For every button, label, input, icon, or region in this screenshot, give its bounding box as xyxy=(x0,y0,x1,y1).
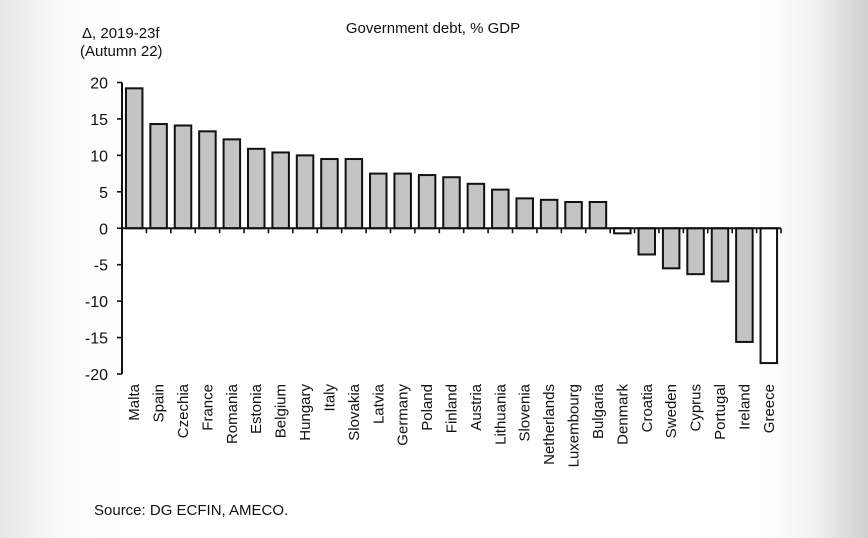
y-axis-label-line-1: Δ, 2019-23f xyxy=(82,25,160,42)
y-tick-label: 20 xyxy=(90,76,108,93)
x-tick-label: Ireland xyxy=(736,384,753,430)
y-axis-ticks: 20 15 10 5 0 -5 -10 -15 -20 xyxy=(85,76,122,384)
y-tick-label: -20 xyxy=(85,367,108,384)
x-tick-label: Greece xyxy=(761,384,778,433)
x-tick-label: Hungary xyxy=(297,384,314,441)
bar-portugal xyxy=(710,227,730,283)
x-tick-label: Austria xyxy=(468,383,485,430)
bar-slovakia xyxy=(344,158,364,230)
x-tick-label: Slovakia xyxy=(346,383,363,440)
y-axis-label-line-2: (Autumn 22) xyxy=(80,43,163,60)
y-tick-label: -10 xyxy=(85,294,108,311)
bar-finland xyxy=(442,176,461,230)
x-tick-label: Belgium xyxy=(273,384,290,438)
bar-lithuania xyxy=(491,188,510,230)
x-tick-label: Malta xyxy=(126,383,143,420)
bar-germany xyxy=(393,172,412,230)
x-tick-label: Estonia xyxy=(248,383,265,434)
x-tick-label: Croatia xyxy=(639,383,656,432)
y-tick-label: 15 xyxy=(90,112,108,129)
bar-croatia xyxy=(637,227,657,256)
y-tick-label: 5 xyxy=(99,185,108,202)
x-tick-label: Germany xyxy=(395,384,412,446)
x-tick-label: Cyprus xyxy=(688,384,705,432)
x-tick-label: Bulgaria xyxy=(590,383,607,439)
bar-netherlands xyxy=(539,198,559,230)
x-tick-label: Lithuania xyxy=(492,383,509,445)
bar-france xyxy=(198,130,217,230)
x-tick-label: Denmark xyxy=(614,384,631,445)
bar-spain xyxy=(149,123,168,230)
x-tick-label: Poland xyxy=(419,384,436,431)
x-tick-label: Romania xyxy=(224,383,241,444)
x-tick-label: Latvia xyxy=(370,383,387,424)
bar-greece xyxy=(759,227,779,365)
x-tick-label: Spain xyxy=(151,384,168,422)
bar-slovenia xyxy=(515,197,534,230)
bar-latvia xyxy=(369,172,388,230)
x-tick-label: Italy xyxy=(321,384,338,412)
bars xyxy=(124,87,779,365)
x-tick-label: Finland xyxy=(444,384,461,433)
bar-cyprus xyxy=(686,227,705,276)
bar-belgium xyxy=(271,151,290,230)
bar-sweden xyxy=(661,227,681,270)
bar-bulgaria xyxy=(588,201,608,230)
bar-malta xyxy=(124,87,144,230)
axes xyxy=(121,82,782,374)
y-tick-label: 0 xyxy=(99,221,108,238)
y-tick-label: 10 xyxy=(90,148,108,165)
bar-luxembourg xyxy=(564,201,583,230)
y-tick-label: -5 xyxy=(94,258,108,275)
bar-estonia xyxy=(246,147,266,230)
bar-italy xyxy=(320,158,339,230)
x-tick-label: Sweden xyxy=(663,384,680,438)
source-note: Source: DG ECFIN, AMECO. xyxy=(94,502,288,519)
x-tick-label: Portugal xyxy=(712,384,729,440)
bar-czechia xyxy=(173,124,193,230)
x-tick-label: Czechia xyxy=(175,383,192,438)
bar-poland xyxy=(417,174,437,230)
x-tick-label: Netherlands xyxy=(541,384,558,465)
bar-austria xyxy=(466,182,486,230)
bar-hungary xyxy=(295,154,315,230)
x-tick-label: Luxembourg xyxy=(566,384,583,467)
x-axis-labels: Malta Spain Czechia France Romania Estonia Bel… xyxy=(126,383,778,467)
x-tick-label: Slovenia xyxy=(517,383,534,441)
y-tick-label: -15 xyxy=(85,331,108,348)
bar-romania xyxy=(222,138,242,230)
x-tick-label: France xyxy=(199,384,216,431)
bar-ireland xyxy=(735,227,754,343)
chart-title: Government debt, % GDP xyxy=(346,20,520,37)
